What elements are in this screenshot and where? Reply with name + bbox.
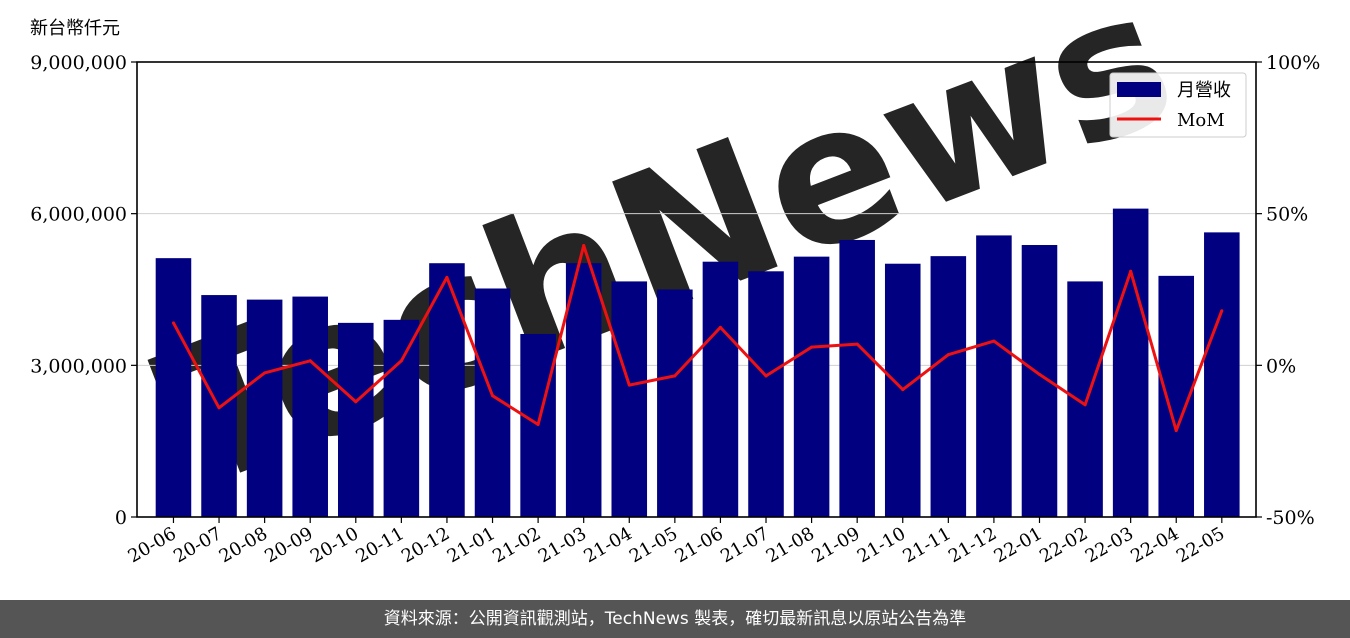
mom-point: [764, 374, 768, 378]
mom-point: [1129, 269, 1133, 273]
y-left-tick-label: 3,000,000: [30, 355, 127, 377]
revenue-bar: [246, 299, 283, 517]
mom-point: [1174, 429, 1178, 433]
y-right-tick-label: 0%: [1266, 355, 1296, 377]
mom-point: [855, 342, 859, 346]
mom-point: [1220, 309, 1224, 313]
revenue-bar: [930, 256, 967, 517]
x-tick-label: 21-07: [717, 523, 772, 567]
revenue-bar: [155, 258, 192, 517]
x-tick-label: 21-03: [535, 523, 590, 567]
y-left-tick-label: 0: [115, 507, 127, 529]
x-tick-label: 20-07: [170, 523, 225, 567]
revenue-bar: [976, 235, 1012, 517]
x-tick-label: 21-10: [854, 523, 909, 567]
revenue-bar: [657, 289, 693, 517]
revenue-bar: [292, 296, 328, 517]
x-tick-label: 20-10: [307, 523, 362, 567]
mom-line: [172, 244, 1224, 433]
x-tick-label: 21-11: [899, 523, 954, 567]
revenue-bar: [1067, 281, 1103, 517]
x-tick-label: 20-11: [352, 523, 407, 567]
x-tick-label: 21-01: [444, 523, 499, 567]
y-left-tick-label: 9,000,000: [30, 52, 127, 74]
revenue-bar: [839, 239, 875, 517]
x-tick-label: 20-08: [216, 523, 271, 567]
mom-point: [718, 325, 722, 329]
source-footer: 資料來源：公開資訊觀測站，TechNews 製表，確切最新訊息以原站公告為準: [0, 600, 1350, 638]
plot-frame: [136, 61, 1257, 518]
x-tick-label: 22-02: [1036, 523, 1091, 567]
x-tick-label: 20-09: [261, 523, 316, 567]
y-right-tick-label: 100%: [1266, 52, 1320, 74]
mom-point: [217, 406, 221, 410]
mom-point: [354, 400, 358, 404]
revenue-chart: TechNews 03,000,0006,000,0009,000,000-50…: [30, 0, 1320, 567]
x-tick-label: 20-12: [398, 523, 453, 567]
x-tick-label: 21-04: [580, 523, 635, 567]
y-left-tick-label: 6,000,000: [30, 204, 127, 226]
y-right-tick-label: -50%: [1266, 507, 1315, 529]
y-right-tick-label: 50%: [1266, 204, 1308, 226]
revenue-bar: [1112, 208, 1149, 517]
mom-point: [1083, 403, 1087, 407]
mom-point: [445, 275, 449, 279]
mom-point: [901, 388, 905, 392]
mom-point: [946, 353, 950, 357]
legend-line-label: MoM: [1177, 110, 1225, 131]
mom-point: [491, 394, 495, 398]
x-tick-label: 22-01: [991, 523, 1046, 567]
x-tick-label: 21-08: [763, 523, 818, 567]
revenue-bar: [383, 319, 420, 517]
mom-point: [627, 383, 631, 387]
bar-series: [155, 208, 1240, 517]
x-tick-label: 21-05: [626, 523, 681, 567]
mom-point: [263, 371, 267, 375]
mom-point: [582, 244, 586, 248]
revenue-bar: [565, 263, 602, 517]
revenue-bar: [1204, 232, 1240, 517]
mom-point: [308, 359, 312, 363]
mom-point: [536, 422, 540, 426]
x-tick-label: 21-09: [808, 523, 863, 567]
legend: 月營收 MoM: [1109, 72, 1247, 138]
revenue-bar: [793, 256, 830, 517]
revenue-bar: [702, 261, 739, 517]
y-unit-label: 新台幣仟元: [30, 18, 120, 39]
legend-bar-label: 月營收: [1177, 80, 1231, 101]
mom-point: [810, 345, 814, 349]
revenue-bar: [338, 322, 374, 517]
legend-bar-swatch: [1117, 82, 1161, 97]
x-tick-label: 22-05: [1173, 523, 1228, 567]
x-tick-label: 22-03: [1082, 523, 1137, 567]
revenue-bar: [611, 281, 648, 517]
mom-line-series: [171, 244, 1224, 433]
revenue-bar: [748, 271, 784, 517]
mom-point: [673, 374, 677, 378]
mom-point: [992, 339, 996, 343]
x-tick-label: 22-04: [1127, 523, 1182, 567]
x-tick-label: 21-02: [489, 523, 544, 567]
mom-point: [1037, 372, 1041, 376]
x-tick-label: 21-06: [671, 523, 726, 567]
mom-point: [399, 359, 403, 363]
x-tick-label: 20-06: [125, 523, 180, 567]
mom-point: [171, 321, 175, 325]
x-tick-label: 21-12: [945, 523, 1000, 567]
